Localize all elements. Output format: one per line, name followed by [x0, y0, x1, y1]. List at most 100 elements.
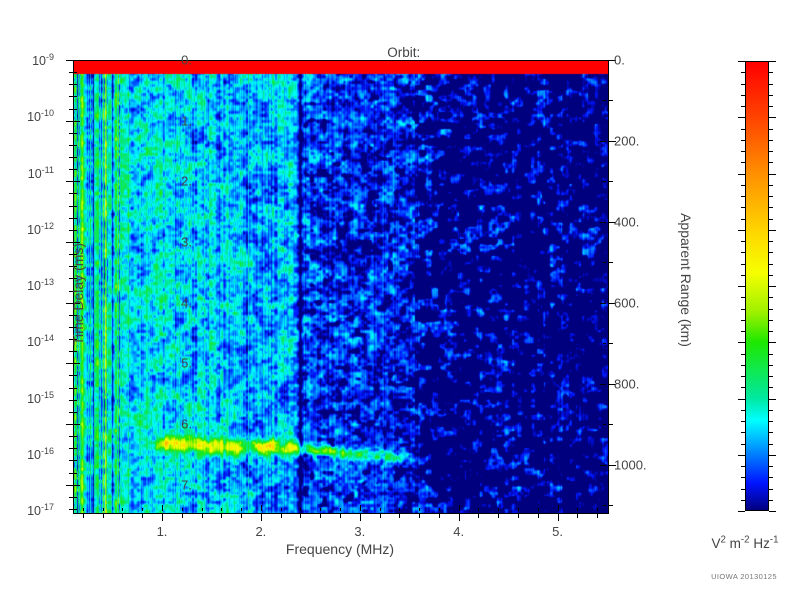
x-minor-tick [320, 514, 321, 518]
colorbar-tick-mantissa: 10 [27, 222, 41, 237]
x-inner-minor-tick [538, 508, 539, 511]
colorbar-major-tick-right [769, 342, 776, 343]
x-minor-tick [399, 514, 400, 518]
y-right-tick-label: 0. [614, 52, 625, 68]
colorbar-tick-mantissa: 10 [27, 166, 42, 181]
colorbar-minor-tick [741, 241, 745, 242]
y-left-inner-minor-tick [74, 497, 77, 498]
colorbar-tick-exponent: -13 [40, 276, 54, 287]
y-left-major-tick [66, 363, 73, 364]
colorbar-major-tick-right [769, 174, 776, 175]
x-inner-minor-tick [300, 508, 301, 511]
y-left-inner-minor-tick [74, 327, 77, 328]
colorbar-tick-label: 10-9 [32, 52, 54, 68]
colorbar-major-tick-right [769, 511, 776, 512]
colorbar-minor-tick [769, 421, 773, 422]
colorbar-major-tick [738, 399, 745, 400]
colorbar-major-tick-right [769, 399, 776, 400]
colorbar-tick-mantissa: 10 [27, 110, 41, 125]
x-tick-label: 5. [552, 524, 563, 539]
y-left-minor-tick [69, 230, 73, 231]
colorbar-minor-tick [741, 140, 745, 141]
y-left-inner-minor-tick [74, 254, 77, 255]
colorbar-minor-tick [741, 297, 745, 298]
x-minor-tick [478, 514, 479, 518]
y-right-minor-tick [609, 505, 613, 506]
y-left-major-tick [66, 121, 73, 122]
colorbar-minor-tick [741, 219, 745, 220]
colorbar-tick-label: 10-14 [27, 334, 54, 350]
y-left-tick-label: 6. [181, 416, 192, 432]
y-left-tick-label: 4. [181, 295, 192, 311]
y-right-inner-tick [600, 303, 606, 304]
y-left-minor-tick [69, 96, 73, 97]
y-left-inner-minor-tick [74, 230, 77, 231]
y-left-minor-tick [69, 254, 73, 255]
colorbar-minor-tick [769, 72, 773, 73]
colorbar-minor-tick [741, 95, 745, 96]
y-axis-left-label: Time Delay (ms) [70, 242, 86, 346]
colorbar-minor-tick [741, 106, 745, 107]
x-inner-minor-tick [518, 508, 519, 511]
colorbar-major-tick [738, 117, 745, 118]
y-left-inner-minor-tick [74, 72, 77, 73]
x-tick-label: 3. [354, 524, 366, 539]
x-minor-tick [103, 514, 104, 518]
y-left-inner-tick [74, 242, 80, 243]
y-right-inner-minor-tick [603, 505, 606, 506]
x-inner-minor-tick [142, 508, 143, 511]
x-inner-minor-tick [103, 508, 104, 511]
y-right-major-tick [609, 141, 616, 142]
colorbar-minor-tick [769, 219, 773, 220]
y-left-inner-tick [74, 303, 80, 304]
colorbar-gradient [745, 61, 769, 511]
y-left-minor-tick [69, 278, 73, 279]
x-minor-tick [122, 514, 123, 518]
y-right-tick-label: 1000. [614, 457, 647, 473]
colorbar-tick-label: 10-10 [27, 109, 54, 125]
y-left-minor-tick [69, 72, 73, 73]
y-left-minor-tick [69, 497, 73, 498]
y-left-minor-tick [69, 315, 73, 316]
colorbar-minor-tick [769, 309, 773, 310]
colorbar-minor-tick [741, 84, 745, 85]
credit-text: UIOWA 20130125 [711, 572, 777, 581]
y-right-inner-minor-tick [603, 100, 606, 101]
y-right-minor-tick [609, 424, 613, 425]
colorbar-minor-tick [769, 387, 773, 388]
colorbar-major-tick-right [769, 230, 776, 231]
y-left-tick-label: 0. [181, 52, 192, 68]
y-left-inner-minor-tick [74, 473, 77, 474]
x-inner-minor-tick [281, 508, 282, 511]
colorbar-minor-tick [741, 354, 745, 355]
x-major-tick [459, 514, 460, 521]
colorbar-minor-tick [741, 162, 745, 163]
y-left-inner-minor-tick [74, 291, 77, 292]
x-minor-tick [202, 514, 203, 518]
y-left-minor-tick [69, 436, 73, 437]
y-left-minor-tick [69, 206, 73, 207]
y-right-inner-tick [600, 465, 606, 466]
y-left-minor-tick [69, 291, 73, 292]
x-minor-tick [182, 514, 183, 518]
y-left-inner-tick [74, 60, 80, 61]
unit-volt-exponent: 2 [720, 534, 726, 546]
x-inner-tick [360, 505, 361, 511]
y-left-inner-minor-tick [74, 278, 77, 279]
x-inner-minor-tick [419, 508, 420, 511]
y-left-minor-tick [69, 509, 73, 510]
colorbar-tick-mantissa: 10 [27, 335, 41, 350]
colorbar-minor-tick [741, 477, 745, 478]
colorbar-minor-tick [769, 376, 773, 377]
colorbar-minor-tick [741, 500, 745, 501]
x-minor-tick [577, 514, 578, 518]
y-left-minor-tick [69, 412, 73, 413]
y-left-tick-label: 1. [181, 113, 192, 129]
y-left-inner-minor-tick [74, 96, 77, 97]
y-left-major-tick [66, 60, 73, 61]
unit-volt: V [711, 536, 721, 551]
colorbar-minor-tick [769, 275, 773, 276]
y-right-major-tick [609, 303, 616, 304]
x-inner-minor-tick [597, 508, 598, 511]
x-inner-minor-tick [122, 508, 123, 511]
